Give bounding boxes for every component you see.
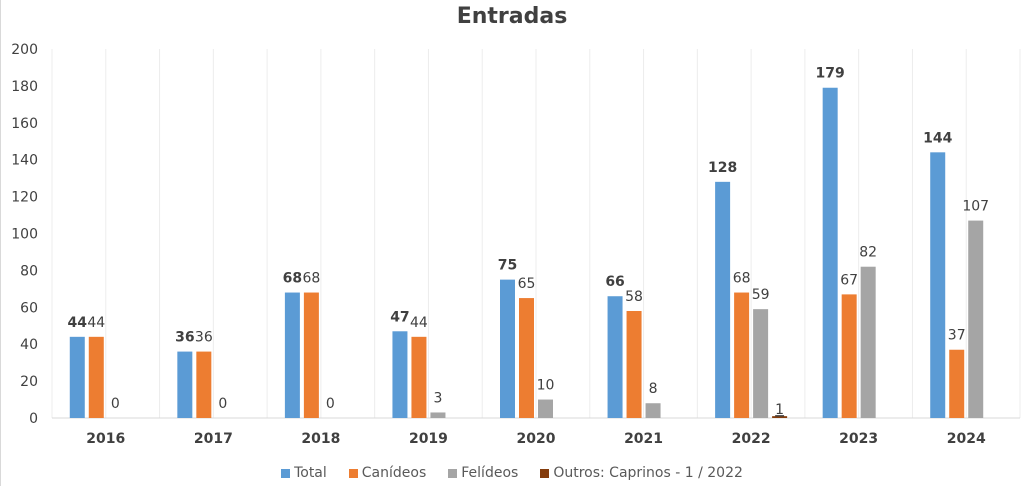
x-tick-label: 2020 [517,431,556,447]
data-label: 0 [111,396,120,412]
data-label: 66 [605,274,624,290]
y-tick-label: 60 [20,300,38,316]
legend-item: Total [281,465,327,481]
bar-felídeos [645,403,661,418]
data-label: 128 [708,160,737,176]
legend-swatch [281,468,291,478]
bar-total [284,292,300,418]
y-tick-label: 100 [11,227,38,243]
bar-total [822,87,838,419]
data-label: 58 [625,289,643,305]
bar-canídeos [303,292,319,418]
legend-swatch [448,468,458,478]
data-label: 1 [775,402,784,418]
bar-canídeos [411,336,427,418]
bar-canídeos [734,292,750,418]
data-label: 44 [87,315,105,331]
data-label: 8 [649,381,658,397]
x-tick-label: 2019 [409,431,448,447]
bar-total [930,152,946,418]
legend-swatch [540,468,550,478]
legend-label: Canídeos [361,465,427,481]
x-tick-label: 2022 [732,431,771,447]
bar-felídeos [753,309,769,418]
data-label: 10 [537,378,555,394]
y-tick-label: 80 [20,263,38,279]
bar-canídeos [88,336,104,418]
data-label: 36 [175,330,194,346]
x-tick-label: 2016 [86,431,125,447]
data-label: 0 [218,396,227,412]
data-label: 65 [518,276,536,292]
data-label: 37 [948,328,966,344]
data-label: 44 [68,315,88,331]
bar-total [392,331,408,418]
y-tick-label: 0 [29,411,38,427]
data-label: 179 [816,66,845,82]
data-label: 68 [302,271,320,287]
data-label: 47 [390,309,409,325]
y-tick-label: 200 [11,42,38,58]
x-tick-label: 2017 [194,431,233,447]
legend: Total Canídeos Felídeos Outros: Caprinos - … [0,465,1024,481]
bar-total [607,296,623,418]
chart-title: Entradas [456,4,568,29]
bar-total [500,279,515,418]
data-label: 59 [752,287,770,303]
bar-felídeos [538,399,553,418]
legend-label: Total [294,465,327,481]
y-tick-label: 140 [11,153,38,169]
bar-outros [772,416,788,418]
bar-canídeos [196,351,212,418]
data-label: 36 [195,330,213,346]
legend-item: Outros: Caprinos - 1 / 2022 [540,465,743,481]
legend-item: Felídeos [448,465,518,481]
data-label: 67 [840,272,858,288]
data-label: 68 [283,271,302,287]
data-label: 44 [410,315,428,331]
x-tick-label: 2023 [839,431,878,447]
data-label: 107 [962,199,989,215]
bar-felídeos [860,266,876,418]
x-tick-label: 2021 [624,431,663,447]
data-label: 3 [433,390,442,406]
bar-canídeos [519,298,534,418]
data-label: 0 [326,396,335,412]
data-label: 75 [498,258,517,274]
data-label: 68 [733,271,751,287]
bar-total [177,351,193,418]
bar-canídeos [949,349,965,418]
bar-felídeos [968,220,984,418]
data-label: 82 [859,245,877,261]
x-tick-label: 2018 [301,431,340,447]
y-tick-label: 160 [11,116,38,132]
bar-felídeos [430,412,446,418]
y-tick-label: 120 [11,190,38,206]
legend-item: Canídeos [348,465,427,481]
bar-total [715,181,731,418]
legend-label: Outros: Caprinos - 1 / 2022 [553,465,743,481]
bar-canídeos [841,294,857,418]
data-label: 144 [923,130,952,146]
y-tick-label: 40 [20,337,38,353]
legend-swatch [348,468,358,478]
legend-label: Felídeos [461,465,519,481]
y-tick-label: 180 [11,79,38,95]
x-tick-label: 2024 [947,431,986,447]
bar-canídeos [626,310,642,418]
bar-total [69,336,85,418]
y-tick-label: 20 [20,374,38,390]
